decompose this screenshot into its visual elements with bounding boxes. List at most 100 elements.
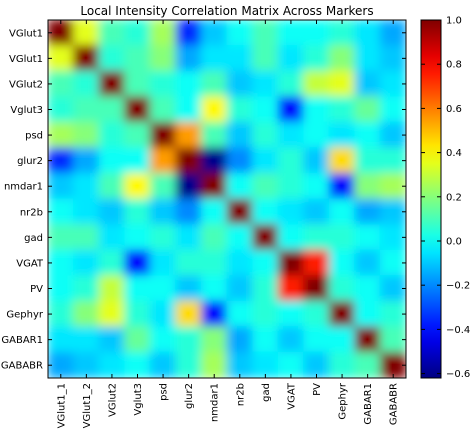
colorbar-ticks: 1.0 0.8 0.6 0.4 0.2 0.0 −0.2 −0.4 −0.6 <box>421 16 470 380</box>
heatmap-cell <box>354 172 381 200</box>
heatmap-cell <box>149 96 177 123</box>
heatmap-cell <box>98 96 126 123</box>
colorbar-tick-label: 1.0 <box>446 16 462 27</box>
colorbar-tick-label: 0.6 <box>446 104 462 115</box>
x-tick-label: GABAR1 <box>363 383 374 425</box>
heatmap-cell <box>124 121 151 149</box>
heatmap-cell <box>354 300 381 328</box>
heatmap-cell <box>303 300 330 328</box>
heatmap-cell <box>200 96 228 123</box>
y-tick-label: nr2b <box>20 207 43 218</box>
x-tick-label: glur2 <box>184 383 195 409</box>
plot-frame <box>47 19 407 379</box>
heatmap-cell <box>98 121 126 149</box>
heatmap-cell <box>328 351 356 378</box>
heatmap-cell <box>124 45 151 72</box>
heatmap-cell <box>252 45 279 72</box>
heatmap-cell <box>73 20 100 47</box>
heatmap-cell <box>175 351 202 378</box>
heatmap-cell <box>149 198 177 226</box>
heatmap-cell <box>124 20 151 47</box>
heatmap-cell <box>226 224 254 251</box>
heatmap-cell <box>226 96 254 123</box>
heatmap-cell <box>252 96 279 123</box>
heatmap-cell <box>328 172 356 200</box>
heatmap-cell <box>303 45 330 72</box>
heatmap-cell <box>124 172 151 200</box>
heatmap-cell <box>124 351 151 378</box>
heatmap-cell <box>73 275 100 302</box>
heatmap-cell <box>328 45 356 72</box>
heatmap-cell <box>328 147 356 174</box>
y-tick-label: VGAT <box>16 258 44 269</box>
heatmap-cell <box>252 70 279 98</box>
x-tick-label: psd <box>159 383 170 401</box>
heatmap-cell <box>252 224 279 251</box>
heatmap-cell <box>303 20 330 47</box>
heatmap-cell <box>277 20 305 47</box>
heatmap-cell <box>175 275 202 302</box>
heatmap-cell <box>48 249 75 277</box>
heatmap-cell <box>226 147 254 174</box>
heatmap-cell <box>379 275 406 302</box>
heatmap-cell <box>354 121 381 149</box>
y-tick-label: VGlut1 <box>9 54 43 65</box>
heatmap-cell <box>328 326 356 353</box>
heatmap-cell <box>149 147 177 174</box>
heatmap-cell <box>277 198 305 226</box>
heatmap-cell <box>200 249 228 277</box>
heatmap-cell <box>124 96 151 123</box>
y-tick-label: psd <box>25 131 43 142</box>
heatmap-cell <box>98 249 126 277</box>
heatmap-cell <box>303 275 330 302</box>
y-tick-label: nmdar1 <box>4 182 43 193</box>
heatmap-cell <box>175 96 202 123</box>
colorbar-gradient <box>420 19 442 379</box>
heatmap-cell <box>200 121 228 149</box>
y-tick-label: PV <box>30 284 43 295</box>
heatmap-cells <box>48 20 406 378</box>
heatmap-cell <box>200 70 228 98</box>
heatmap-cell <box>124 224 151 251</box>
heatmap-cell <box>200 300 228 328</box>
heatmap-cell <box>277 96 305 123</box>
heatmap-cell <box>48 45 75 72</box>
heatmap-cell <box>379 351 406 378</box>
heatmap-cell <box>379 70 406 98</box>
heatmap-cell <box>149 275 177 302</box>
heatmap-cell <box>379 198 406 226</box>
heatmap-cell <box>226 198 254 226</box>
heatmap-cell <box>226 172 254 200</box>
heatmap-cell <box>149 300 177 328</box>
x-tick-label: GABABR <box>389 383 400 425</box>
heatmap-cell <box>379 147 406 174</box>
heatmap-cell <box>48 172 75 200</box>
heatmap-cell <box>226 275 254 302</box>
heatmap-cell <box>73 249 100 277</box>
heatmap-cell <box>303 351 330 378</box>
x-tick-label: nmdar1 <box>210 383 221 422</box>
heatmap-cell <box>354 45 381 72</box>
colorbar-tick-label: −0.4 <box>446 325 470 336</box>
heatmap-cell <box>226 70 254 98</box>
heatmap-cell <box>73 224 100 251</box>
heatmap-cell <box>73 96 100 123</box>
heatmap-cell <box>124 249 151 277</box>
heatmap-cell <box>277 351 305 378</box>
x-tick-label: gad <box>261 383 272 402</box>
heatmap-cell <box>149 70 177 98</box>
heatmap-cell <box>328 96 356 123</box>
heatmap-cell <box>48 198 75 226</box>
colorbar-tick-label: 0.2 <box>446 192 462 203</box>
heatmap-cell <box>73 326 100 353</box>
heatmap-cell <box>48 147 75 174</box>
heatmap-cell <box>328 198 356 226</box>
heatmap-cell <box>379 249 406 277</box>
heatmap-cell <box>124 275 151 302</box>
colorbar-tick-label: 0.4 <box>446 148 462 159</box>
heatmap-cell <box>175 172 202 200</box>
heatmap-cell <box>98 300 126 328</box>
heatmap-cell <box>354 249 381 277</box>
heatmap-cell <box>354 198 381 226</box>
